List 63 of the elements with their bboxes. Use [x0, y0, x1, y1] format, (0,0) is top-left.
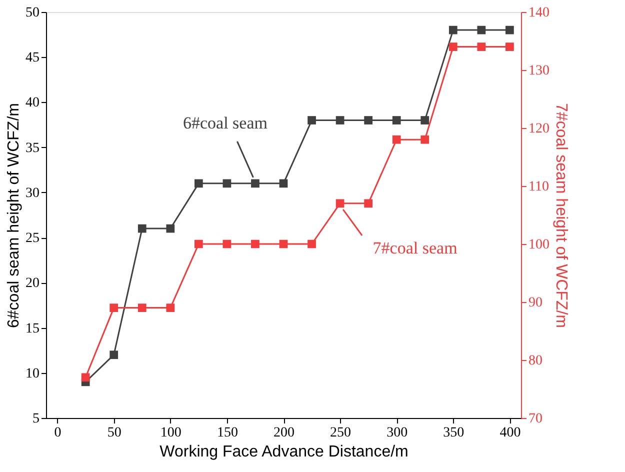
y2-tick-label: 130	[528, 64, 550, 78]
y-tick-label: 5	[32, 412, 40, 426]
text: 6#coal seam	[182, 113, 268, 132]
point	[222, 179, 232, 188]
point	[392, 135, 401, 144]
point	[279, 240, 288, 248]
point	[448, 26, 458, 34]
point	[448, 42, 458, 51]
point	[110, 350, 118, 360]
y2-tick-label: 110	[528, 180, 549, 194]
point	[222, 240, 232, 248]
y-tick-label: 25	[26, 231, 40, 246]
y2-tick-label: 140	[528, 6, 550, 20]
point	[279, 179, 288, 188]
y-tick-label: 50	[26, 6, 40, 20]
point	[336, 116, 344, 124]
point	[364, 116, 373, 124]
point	[251, 179, 260, 188]
point	[420, 116, 430, 124]
point	[364, 199, 373, 208]
x-tick-label: 150	[216, 426, 238, 440]
y-tick-label: 30	[26, 186, 40, 201]
x-tick-label: 350	[443, 426, 464, 440]
y-tick-label: 40	[26, 96, 40, 111]
x-tick-label: 100	[160, 426, 182, 440]
point	[81, 373, 90, 382]
point	[194, 240, 203, 248]
point	[138, 304, 146, 312]
series-label: 7#coal seam	[372, 238, 458, 258]
point	[336, 199, 344, 208]
y2-axis-title: 7#coal seam height of WCFZ/m	[552, 103, 570, 328]
point	[506, 42, 514, 51]
point	[392, 116, 401, 124]
x-tick-label: 400	[500, 426, 521, 440]
point	[110, 304, 118, 312]
x-tick-label: 50	[107, 426, 122, 440]
x-tick-label: 300	[386, 426, 408, 440]
point	[477, 26, 486, 34]
x-tick-label: 0	[54, 426, 62, 440]
point	[166, 304, 175, 312]
y2-tick-label: 100	[528, 238, 550, 252]
x-tick-label: 250	[330, 426, 352, 440]
y-tick-label: 10	[26, 366, 40, 382]
y-tick-label: 20	[26, 276, 40, 292]
point	[477, 42, 486, 51]
point	[138, 224, 146, 233]
y-tick-label: 15	[26, 321, 40, 336]
point	[308, 240, 316, 248]
point	[420, 135, 430, 144]
y-axis-title: 6#coal seam height of WCFZ/m	[6, 103, 22, 328]
x-axis-title: Working Face Advance Distance/m	[160, 444, 408, 460]
x-tick-label: 200	[274, 426, 294, 440]
y2-tick-label: 120	[528, 122, 550, 136]
point	[166, 224, 175, 233]
point	[308, 116, 316, 124]
y2-tick-label: 70	[528, 412, 542, 426]
point	[251, 240, 260, 248]
point	[506, 26, 514, 34]
y-tick-label: 35	[26, 140, 40, 156]
y-tick-label: 45	[26, 50, 40, 66]
y2-tick-label: 90	[528, 296, 542, 310]
y2-tick-label: 80	[528, 354, 542, 368]
point	[194, 179, 203, 188]
